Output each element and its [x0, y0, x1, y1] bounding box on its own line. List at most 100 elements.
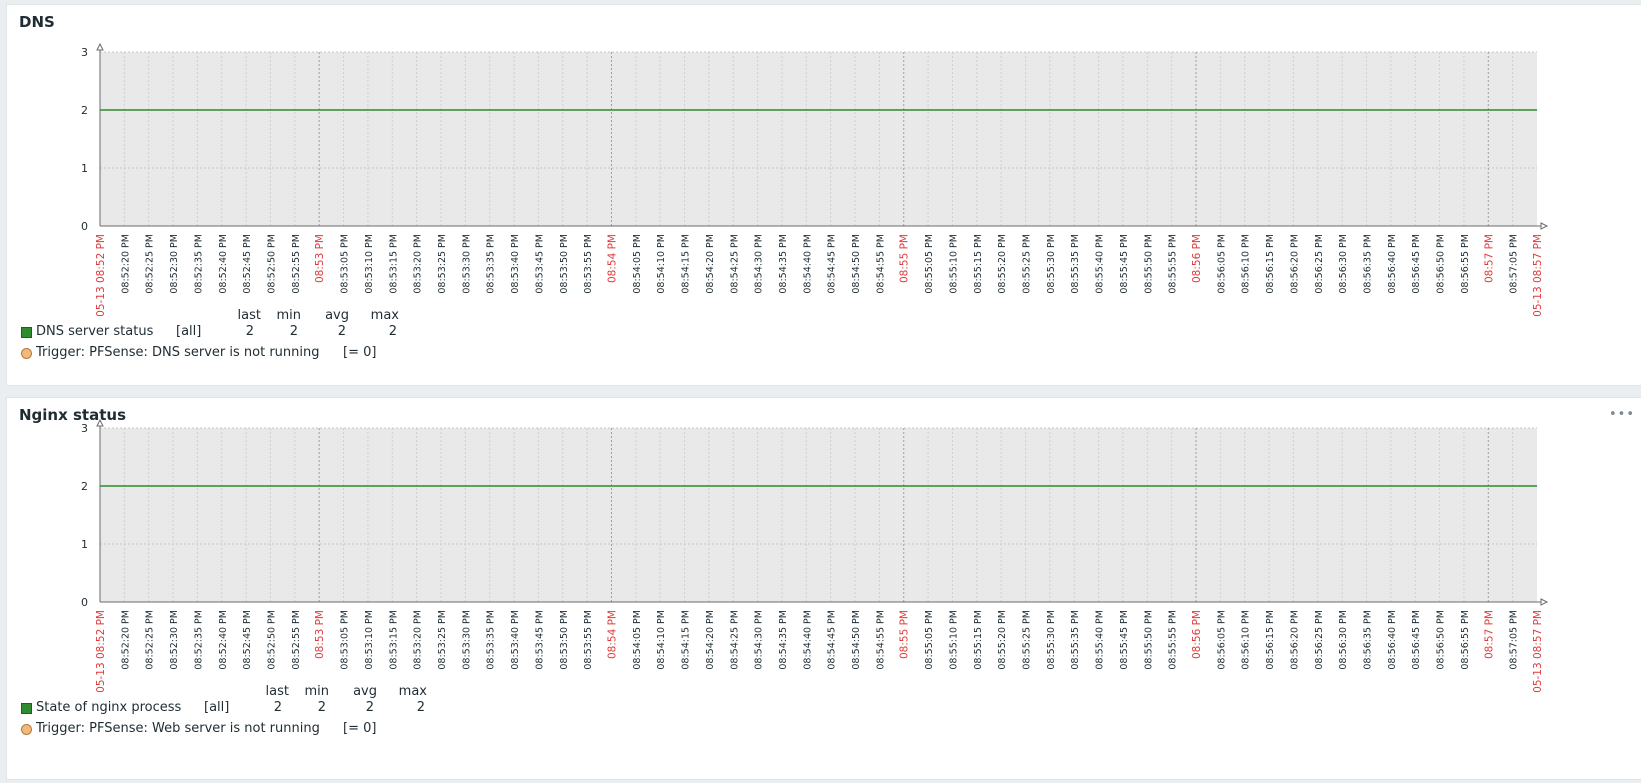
- y-tick-label: 2: [81, 104, 88, 117]
- x-tick-label: 08:54:40 PM: [802, 610, 813, 670]
- x-tick-label: 08:56:20 PM: [1289, 234, 1300, 294]
- x-tick-label: 08:55:45 PM: [1119, 234, 1130, 294]
- x-tick-label: 08:52:35 PM: [193, 234, 204, 294]
- legend-value-max: 2: [388, 324, 397, 339]
- x-tick-label: 08:56:50 PM: [1436, 610, 1447, 670]
- legend-item-name: State of nginx process: [36, 700, 182, 715]
- x-tick-label: 08:52:25 PM: [145, 610, 156, 670]
- x-tick-label: 08:55:35 PM: [1070, 610, 1081, 670]
- x-tick-label: 08:54:30 PM: [754, 610, 765, 670]
- x-tick-label: 08:54:10 PM: [656, 610, 667, 670]
- legend-value-min: 2: [289, 324, 298, 339]
- x-tick-label: 08:55:15 PM: [973, 610, 984, 670]
- x-tick-label: 08:54:20 PM: [705, 610, 716, 670]
- x-tick-label: 08:56:35 PM: [1363, 610, 1374, 670]
- legend-header-avg: avg: [353, 684, 377, 699]
- x-tick-label: 08:54:55 PM: [875, 610, 886, 670]
- x-tick-label: 08:56 PM: [1191, 234, 1203, 283]
- y-tick-label: 0: [81, 220, 88, 233]
- legend-item: DNS server status [all] 2 2 2 2: [21, 324, 621, 342]
- y-axis-arrow-icon: [96, 418, 104, 427]
- x-tick-label: 08:56:30 PM: [1338, 610, 1349, 670]
- trigger-text: Trigger: PFSense: DNS server is not runn…: [36, 345, 320, 360]
- x-tick-label: 08:52:55 PM: [291, 610, 302, 670]
- x-tick-label: 08:55:35 PM: [1070, 234, 1081, 294]
- series-color-swatch: [21, 703, 32, 714]
- dns-graph: 0 1 2 3 05-13 08:52 PM 08:52:20 PM 08:52:25 PM…: [81, 42, 1549, 317]
- x-tick-label: 08:52:55 PM: [291, 234, 302, 294]
- legend-item: State of nginx process [all] 2 2 2 2: [21, 700, 621, 718]
- x-tick-label: 08:54:45 PM: [827, 234, 838, 294]
- x-tick-label: 08:55:10 PM: [948, 610, 959, 670]
- graph-widget-nginx: 0 1 2 3 05-13 08:52 PM 08:52:20 PM 08:52:25 PM…: [6, 397, 1641, 780]
- x-tick-label: 08:52:45 PM: [242, 234, 253, 294]
- x-tick-label: 08:56:40 PM: [1387, 234, 1398, 294]
- x-tick-label: 08:52:45 PM: [242, 610, 253, 670]
- widget-title: DNS: [19, 13, 55, 31]
- x-tick-label: 08:55:05 PM: [924, 234, 935, 294]
- graph-widget-dns: 0 1 2 3 05-13 08:52 PM 08:52:20 PM 08:52:25 PM…: [6, 4, 1641, 386]
- legend-value-min: 2: [317, 700, 326, 715]
- x-tick-label: 08:55:50 PM: [1143, 234, 1154, 294]
- ellipsis-icon[interactable]: •••: [1608, 407, 1635, 422]
- plot-area: [100, 428, 1537, 602]
- x-tick-label: 08:53:45 PM: [534, 234, 545, 294]
- x-tick-label: 08:52:20 PM: [120, 234, 131, 294]
- x-tick-label: 08:54:20 PM: [705, 234, 716, 294]
- legend-header-max: max: [398, 684, 427, 699]
- x-tick-label: 08:53:40 PM: [510, 610, 521, 670]
- legend-value-max: 2: [416, 700, 425, 715]
- x-tick-label: 08:55:25 PM: [1022, 234, 1033, 294]
- x-tick-label: 08:54:55 PM: [875, 234, 886, 294]
- x-tick-label: 08:54:25 PM: [729, 610, 740, 670]
- x-tick-label: 08:52:40 PM: [218, 234, 229, 294]
- trigger-condition: [= 0]: [343, 345, 377, 360]
- x-tick-label: 08:52:40 PM: [218, 610, 229, 670]
- legend-header-last: last: [265, 684, 289, 699]
- x-tick-label: 08:56:25 PM: [1314, 610, 1325, 670]
- legend-trigger: Trigger: PFSense: Web server is not runn…: [21, 721, 621, 739]
- x-tick-label: 08:55 PM: [899, 610, 911, 659]
- x-tick-label: 08:54 PM: [606, 234, 618, 283]
- legend-value-last: 2: [273, 700, 282, 715]
- x-tick-label: 08:55:45 PM: [1119, 610, 1130, 670]
- x-tick-label: 08:53:50 PM: [559, 234, 570, 294]
- x-tick-label: 08:53:50 PM: [559, 610, 570, 670]
- x-tick-label: 08:54:05 PM: [632, 234, 643, 294]
- y-tick-label: 2: [81, 480, 88, 493]
- x-tick-label: 08:57 PM: [1483, 610, 1495, 659]
- x-tick-label: 08:54:35 PM: [778, 234, 789, 294]
- x-tick-label: 08:54:50 PM: [851, 234, 862, 294]
- trigger-condition: [= 0]: [343, 721, 377, 736]
- graph-legend: last min avg max State of nginx process …: [21, 684, 621, 744]
- x-tick-label: 08:53:10 PM: [364, 234, 375, 294]
- y-tick-label: 3: [81, 46, 88, 59]
- x-tick-label: 08:53:25 PM: [437, 234, 448, 294]
- x-tick-label: 08:56:15 PM: [1265, 234, 1276, 294]
- y-tick-label: 1: [81, 538, 88, 551]
- x-axis-arrow-icon: [1540, 222, 1549, 230]
- legend-item-name: DNS server status: [36, 324, 154, 339]
- x-tick-label: 08:53:30 PM: [461, 234, 472, 294]
- y-axis-arrow-icon: [96, 42, 104, 51]
- x-tick-label: 08:55:20 PM: [997, 234, 1008, 294]
- x-tick-label: 08:54:30 PM: [754, 234, 765, 294]
- x-tick-label: 08:53:35 PM: [486, 234, 497, 294]
- x-tick-label: 08:55:10 PM: [948, 234, 959, 294]
- x-tick-label: 08:57:05 PM: [1509, 610, 1520, 670]
- x-tick-label: 08:53:15 PM: [388, 234, 399, 294]
- x-tick-label: 08:54:40 PM: [802, 234, 813, 294]
- x-tick-label: 08:56:05 PM: [1216, 610, 1227, 670]
- x-tick-label: 08:52:50 PM: [266, 234, 277, 294]
- y-tick-label: 0: [81, 596, 88, 609]
- x-tick-label: 08:55:05 PM: [924, 610, 935, 670]
- y-tick-label: 3: [81, 422, 88, 435]
- x-tick-label: 08:55:40 PM: [1095, 234, 1106, 294]
- x-tick-label: 08:56:05 PM: [1216, 234, 1227, 294]
- x-tick-label: 08:56:45 PM: [1411, 234, 1422, 294]
- x-tick-label: 08:56:35 PM: [1363, 234, 1374, 294]
- x-tick-label: 08:52:30 PM: [169, 234, 180, 294]
- x-tick-label: 08:56:55 PM: [1460, 234, 1471, 294]
- x-tick-label: 05-13 08:57 PM: [1532, 610, 1544, 693]
- x-tick-label: 08:55 PM: [899, 234, 911, 283]
